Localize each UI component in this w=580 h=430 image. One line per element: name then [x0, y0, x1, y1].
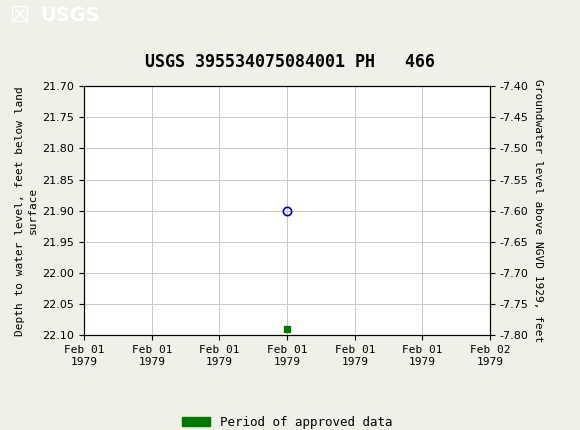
Text: USGS 395534075084001 PH   466: USGS 395534075084001 PH 466 — [145, 53, 435, 71]
Y-axis label: Depth to water level, feet below land
surface: Depth to water level, feet below land su… — [15, 86, 38, 335]
Legend: Period of approved data: Period of approved data — [177, 411, 397, 430]
Y-axis label: Groundwater level above NGVD 1929, feet: Groundwater level above NGVD 1929, feet — [533, 79, 543, 342]
Text: USGS: USGS — [41, 6, 100, 25]
Text: ☒: ☒ — [9, 6, 28, 25]
